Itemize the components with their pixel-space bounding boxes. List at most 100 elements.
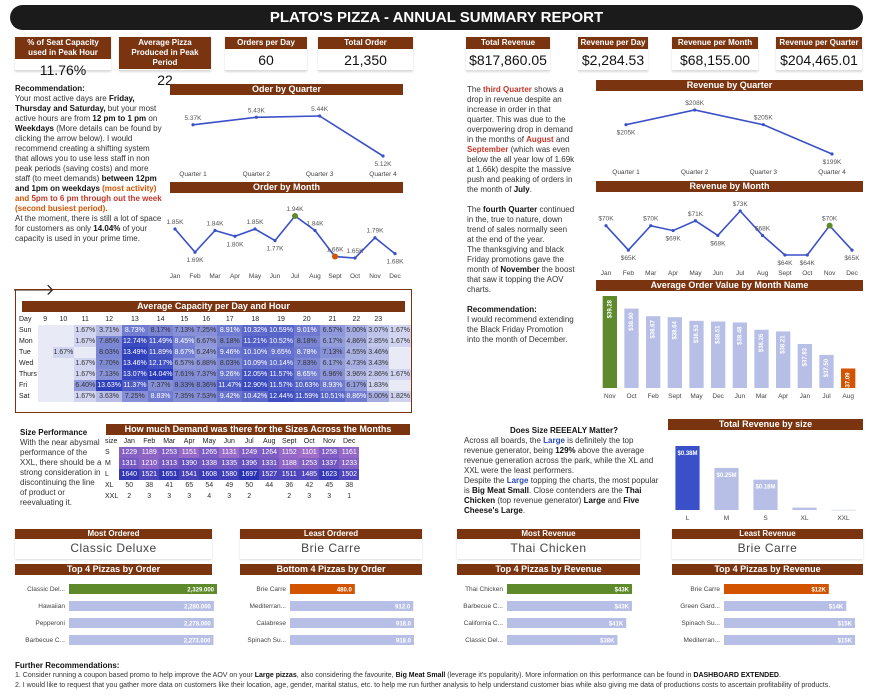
kpi-label: Total Order bbox=[318, 37, 413, 49]
heatmap-cell: 1265 bbox=[199, 447, 220, 458]
data-point bbox=[381, 154, 385, 158]
data-point bbox=[761, 123, 765, 127]
heatmap-row-header: Wed bbox=[19, 360, 34, 367]
heatmap-cell: 45 bbox=[319, 480, 340, 491]
bar-category-label: Spinach Su... bbox=[681, 620, 720, 627]
revenue-by-size-title: Total Revenue by size bbox=[668, 419, 863, 430]
heatmap-cell: 44 bbox=[259, 480, 280, 491]
data-point bbox=[313, 228, 317, 233]
sm-text: Five Cheese's Large bbox=[464, 496, 640, 515]
heatmap-cell: 8.03% bbox=[96, 347, 122, 358]
heatmap-cell: 10.52% bbox=[268, 336, 294, 347]
kpi-value: $2,284.53 bbox=[581, 52, 645, 68]
heatmap-cell: 5.00% bbox=[367, 391, 390, 402]
data-label: 1.85K bbox=[167, 219, 185, 226]
heatmap-cell: 12.74% bbox=[121, 336, 148, 347]
heatmap-cell bbox=[37, 336, 53, 347]
heatmap-cell: 3 bbox=[319, 491, 340, 502]
size-bar bbox=[714, 467, 739, 510]
x-tick-label: Aug bbox=[842, 393, 854, 400]
mid-text: shows a drop in revenue despite an incre… bbox=[467, 85, 573, 144]
data-point bbox=[254, 115, 258, 119]
x-tick-label: May bbox=[690, 393, 703, 400]
heatmap-cell: 1229 bbox=[119, 447, 140, 458]
x-tick-label: Feb bbox=[648, 393, 660, 400]
heatmap-cell: 7.85% bbox=[96, 336, 122, 347]
data-label: 1.66K bbox=[327, 247, 345, 254]
least-revenue-card: Least Revenue Brie Carre bbox=[672, 529, 863, 559]
heatmap-cell bbox=[37, 325, 53, 336]
heatmap-col-header: 11 bbox=[81, 316, 89, 323]
heatmap-cell: 10.32% bbox=[242, 325, 269, 336]
bar-value-label: $14K bbox=[829, 605, 844, 611]
heatmap-row-header: S bbox=[105, 449, 110, 456]
data-point bbox=[830, 152, 834, 156]
heatmap-cell bbox=[74, 347, 97, 358]
heatmap-cell: 2 bbox=[239, 491, 260, 502]
heatmap-cell: 11.37% bbox=[121, 380, 148, 391]
sm-text: Small bbox=[507, 486, 529, 495]
order-by-quarter-title: Oder by Quarter bbox=[170, 84, 403, 95]
card-label: Least Ordered bbox=[240, 529, 422, 539]
bar-category-label: Mediterran... bbox=[684, 637, 721, 644]
rec-text: but your most active hours are from bbox=[15, 104, 157, 123]
hbar bbox=[69, 618, 214, 628]
size-bar bbox=[753, 479, 778, 510]
data-label: $208K bbox=[685, 100, 704, 107]
data-label: 1.80K bbox=[227, 241, 245, 248]
heatmap-cell: 7.83% bbox=[293, 358, 320, 369]
bar-category-label: Hawaiian bbox=[38, 603, 65, 610]
aov-bar bbox=[689, 320, 704, 388]
heatmap-cell bbox=[52, 391, 75, 402]
further-line-1: 1. Consider running a coupon based promo… bbox=[15, 671, 865, 681]
heatmap-cell: 50 bbox=[119, 480, 140, 491]
heatmap-col-header: Apr bbox=[183, 438, 195, 445]
bar-value-label: $41K bbox=[609, 622, 624, 628]
aov-bar bbox=[797, 343, 812, 388]
data-label: $70K bbox=[643, 216, 659, 223]
heatmap-cell: 1152 bbox=[279, 447, 300, 458]
heatmap-row-header: L bbox=[105, 471, 109, 478]
x-tick-label: Nov bbox=[824, 270, 836, 277]
heatmap-col-header: Jun bbox=[223, 438, 235, 445]
revenue-by-size-chart: $0.38M L $0.25M M $0.18M S XL XXL bbox=[675, 446, 856, 522]
heatmap-cell: 8.73% bbox=[121, 325, 148, 336]
x-tick-label: S bbox=[763, 515, 768, 522]
x-tick-label: Apr bbox=[778, 393, 789, 400]
heatmap-cell: 38 bbox=[139, 480, 160, 491]
heatmap-cell: 3 bbox=[179, 491, 200, 502]
heatmap-cell: 1541 bbox=[179, 469, 200, 480]
kpi-label: % of Seat Capacity used in Peak Hour bbox=[15, 37, 111, 59]
heatmap-col-header: Oct bbox=[303, 438, 315, 445]
hbar bbox=[724, 601, 847, 611]
data-label: 1.65K bbox=[347, 248, 365, 255]
heatmap-col-header: 21 bbox=[328, 316, 337, 323]
series-line bbox=[192, 115, 384, 157]
heatmap-cell: 6.57% bbox=[319, 325, 346, 336]
bar-value-label: 918.0 bbox=[396, 639, 412, 645]
aov-bar bbox=[754, 329, 769, 388]
heatmap-cell: 2 bbox=[119, 491, 140, 502]
hbar bbox=[507, 635, 618, 645]
heatmap-cell: 12.17% bbox=[147, 358, 174, 369]
heatmap-cell: 3.43% bbox=[367, 358, 390, 369]
heatmap-cell: 50 bbox=[239, 480, 260, 491]
hbar bbox=[69, 601, 214, 611]
arrow-button[interactable]: 🡒 bbox=[12, 282, 55, 299]
heatmap-corner: size bbox=[105, 438, 118, 445]
heatmap-cell: 1580 bbox=[219, 469, 240, 480]
heatmap-cell: 8.17% bbox=[147, 325, 174, 336]
heatmap-cell: 10.59% bbox=[268, 325, 294, 336]
heatmap-cell bbox=[37, 358, 53, 369]
size-bar bbox=[792, 507, 817, 510]
heatmap-cell: 7.13% bbox=[96, 369, 122, 380]
heatmap-cell: 1.67% bbox=[389, 369, 411, 380]
x-tick-label: Dec bbox=[846, 270, 858, 277]
bar-value-label: 2,278.000 bbox=[184, 622, 211, 628]
x-tick-label: Apr bbox=[668, 270, 679, 277]
heatmap-cell: 1.67% bbox=[389, 336, 411, 347]
heatmap-cell: 9.26% bbox=[217, 369, 243, 380]
card-label: Most Ordered bbox=[15, 529, 212, 539]
fr-text: Big Meat Small bbox=[395, 672, 446, 679]
heatmap-cell: 1651 bbox=[159, 469, 180, 480]
